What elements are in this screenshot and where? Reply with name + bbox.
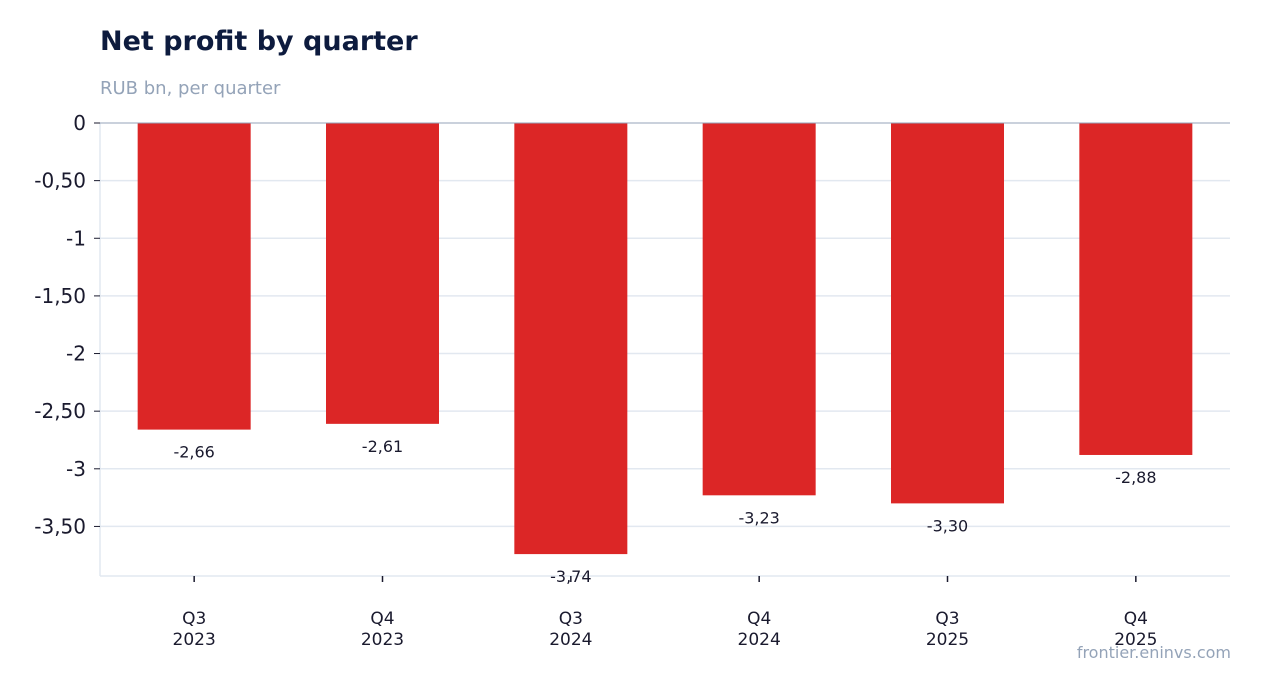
x-tick-label: 2024: [738, 630, 781, 650]
y-tick-label: -1: [66, 226, 86, 250]
x-tick-label: 2023: [361, 630, 404, 650]
x-tick-label: Q3: [935, 609, 959, 629]
bar: [326, 123, 439, 424]
x-tick-label: 2023: [173, 630, 216, 650]
bar: [514, 123, 628, 555]
bar: [137, 123, 251, 430]
x-tick-label: Q3: [559, 609, 583, 629]
chart-title: Net profit by quarter: [100, 26, 418, 57]
x-tick-label: Q3: [182, 609, 206, 629]
chart-subtitle: RUB bn, per quarter: [100, 78, 281, 99]
y-tick-label: -2,50: [34, 399, 86, 423]
bar: [1079, 123, 1193, 455]
y-tick-label: -3,50: [34, 514, 86, 538]
y-tick-label: 0: [73, 111, 86, 135]
bar: [891, 123, 1004, 504]
bar: [702, 123, 816, 496]
x-tick-label: Q4: [1124, 609, 1148, 629]
x-tick-label: 2025: [926, 630, 969, 650]
data-label: -2,66: [173, 443, 214, 462]
y-tick-label: -3: [66, 457, 86, 481]
y-tick-label: -0,50: [34, 169, 86, 193]
data-label: -3,23: [738, 508, 779, 527]
data-label: -2,61: [362, 437, 403, 456]
x-tick-label: Q4: [370, 609, 394, 629]
x-tick-label: Q4: [747, 609, 771, 629]
data-label: -2,88: [1115, 468, 1156, 487]
x-tick-label: 2024: [549, 630, 592, 650]
source-credit: frontier.eninvs.com: [1076, 643, 1231, 662]
data-label: -3,30: [927, 516, 968, 535]
x-tick-label: 2025: [1114, 630, 1157, 650]
y-tick-label: -1,50: [34, 284, 86, 308]
y-tick-label: -2: [66, 342, 86, 366]
